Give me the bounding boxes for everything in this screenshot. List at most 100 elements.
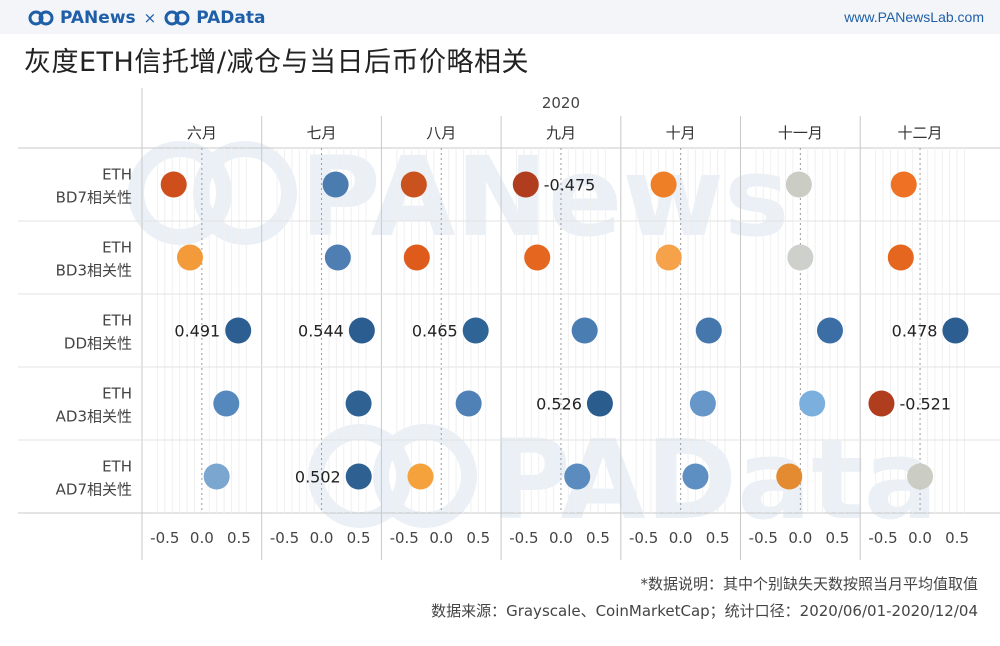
panews-logo-icon — [28, 10, 54, 26]
data-point — [689, 390, 716, 417]
data-label: -0.475 — [544, 176, 596, 195]
x-tick-label: 0.5 — [706, 529, 730, 547]
data-point — [776, 463, 803, 490]
data-point — [407, 463, 434, 490]
data-label: 0.491 — [174, 322, 220, 341]
data-point — [403, 244, 430, 271]
x-tick-label: -0.5 — [509, 529, 538, 547]
brand-panews: PANews — [60, 8, 136, 28]
top-banner: PANews × PAData www.PANewsLab.com — [0, 0, 1000, 34]
data-point — [225, 317, 252, 344]
x-tick-label: -0.5 — [390, 529, 419, 547]
row-label-line1: ETH — [102, 312, 132, 330]
data-point — [348, 317, 375, 344]
data-point — [512, 171, 539, 198]
site-url: www.PANewsLab.com — [844, 9, 984, 25]
data-point — [176, 244, 203, 271]
x-tick-label: -0.5 — [150, 529, 179, 547]
data-point — [695, 317, 722, 344]
data-label: 0.544 — [298, 322, 344, 341]
data-point — [799, 390, 826, 417]
data-point — [571, 317, 598, 344]
x-tick-label: 0.0 — [190, 529, 214, 547]
x-tick-label: 0.0 — [310, 529, 334, 547]
data-point — [455, 390, 482, 417]
data-point — [203, 463, 230, 490]
x-tick-label: 0.0 — [788, 529, 812, 547]
row-label-line2: AD3相关性 — [56, 408, 132, 426]
brand-logos: PANews × PAData — [28, 7, 265, 29]
row-label-line1: ETH — [102, 239, 132, 257]
month-header: 七月 — [307, 124, 337, 142]
x-tick-label: 0.0 — [549, 529, 573, 547]
row-label-line2: BD3相关性 — [56, 262, 132, 280]
x-tick-label: -0.5 — [629, 529, 658, 547]
label-layer: 2020 六月 -0.5 0.0 0.5 七月 -0.5 0.0 0.5 八月 -0.5 0.0 0.5… — [56, 94, 969, 547]
padata-logo-icon — [164, 10, 190, 26]
data-point — [213, 390, 240, 417]
data-point — [160, 171, 187, 198]
data-point — [322, 171, 349, 198]
svg-text:PANews: PANews — [300, 133, 789, 261]
watermark-padata: PAData — [308, 416, 938, 544]
x-tick-label: 0.0 — [908, 529, 932, 547]
data-label: -0.521 — [899, 395, 951, 414]
month-header: 九月 — [546, 124, 576, 142]
grid-layer — [18, 88, 1000, 560]
year-label: 2020 — [542, 94, 580, 112]
data-label: 0.502 — [295, 468, 341, 487]
month-header: 十二月 — [898, 124, 943, 142]
x-tick-label: 0.0 — [669, 529, 693, 547]
svg-text:PAData: PAData — [490, 416, 938, 544]
data-point — [345, 463, 372, 490]
x-tick-label: 0.5 — [227, 529, 251, 547]
data-point — [524, 244, 551, 271]
data-label: 0.478 — [892, 322, 938, 341]
x-tick-label: 0.5 — [466, 529, 490, 547]
data-point — [650, 171, 677, 198]
watermark-layer: PANews PAData — [128, 133, 938, 544]
month-header: 十一月 — [778, 124, 823, 142]
row-label-line1: ETH — [102, 458, 132, 476]
x-tick-label: 0.5 — [347, 529, 371, 547]
month-header: 八月 — [426, 124, 456, 142]
mark-layer — [160, 171, 969, 490]
x-tick-label: -0.5 — [868, 529, 897, 547]
row-label-line1: ETH — [102, 385, 132, 403]
data-label: 0.465 — [412, 322, 458, 341]
row-label-line2: DD相关性 — [64, 335, 132, 353]
x-tick-label: -0.5 — [270, 529, 299, 547]
row-label-line2: BD7相关性 — [56, 189, 132, 207]
data-point — [462, 317, 489, 344]
data-point — [887, 244, 914, 271]
watermark-panews: PANews — [128, 133, 789, 261]
chart-title: 灰度ETH信托增/减仓与当日后币价略相关 — [24, 47, 529, 78]
brand-separator: × — [143, 9, 157, 27]
correlation-chart: PANews PAData 2020 六月 -0.5 0.0 0.5 七月 -0.5 0.0 0… — [18, 88, 1000, 560]
data-point — [324, 244, 351, 271]
x-tick-label: 0.5 — [825, 529, 849, 547]
month-header: 六月 — [187, 124, 217, 142]
data-point — [787, 244, 814, 271]
data-point — [682, 463, 709, 490]
month-header: 十月 — [666, 124, 696, 142]
footnote-data-note: *数据说明：其中个别缺失天数按照当月平均值取值 — [640, 575, 978, 593]
data-point — [345, 390, 372, 417]
data-label: 0.526 — [536, 395, 582, 414]
footnote-source: 数据来源：Grayscale、CoinMarketCap；统计口径：2020/0… — [431, 602, 978, 620]
x-tick-label: -0.5 — [749, 529, 778, 547]
data-point — [868, 390, 895, 417]
x-tick-label: 0.5 — [586, 529, 610, 547]
x-tick-label: 0.5 — [945, 529, 969, 547]
row-label-line2: AD7相关性 — [56, 481, 132, 499]
data-point — [564, 463, 591, 490]
data-point — [400, 171, 427, 198]
data-point — [816, 317, 843, 344]
data-point — [586, 390, 613, 417]
row-label-line1: ETH — [102, 166, 132, 184]
brand-padata: PAData — [196, 8, 266, 28]
data-point — [785, 171, 812, 198]
x-tick-label: 0.0 — [429, 529, 453, 547]
data-point — [655, 244, 682, 271]
data-point — [942, 317, 969, 344]
